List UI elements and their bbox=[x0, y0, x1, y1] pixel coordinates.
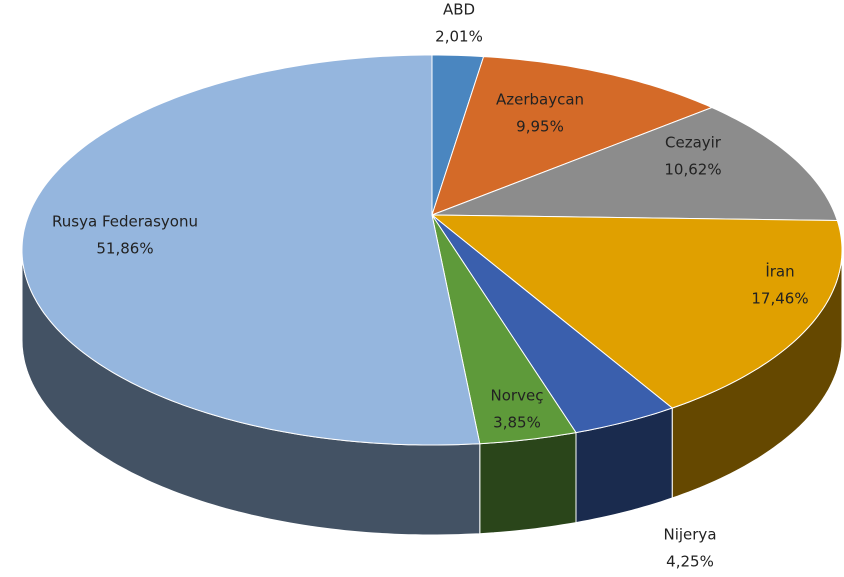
slice-value-label: 3,85% bbox=[493, 414, 541, 432]
slice-value-label: 51,86% bbox=[96, 240, 153, 258]
slice bbox=[430, 214, 843, 409]
slice-value-label: 2,01% bbox=[435, 28, 483, 46]
slice-side bbox=[479, 432, 577, 535]
slice-value-label: 10,62% bbox=[664, 161, 721, 179]
slice bbox=[431, 56, 714, 216]
slice-value-label: 17,46% bbox=[751, 290, 808, 308]
slice bbox=[21, 54, 481, 446]
slice-value-label: 9,95% bbox=[516, 118, 564, 136]
slice bbox=[431, 106, 839, 222]
slice-label: Nijerya bbox=[663, 526, 716, 544]
slice bbox=[431, 214, 674, 434]
slice-label: Norveç bbox=[491, 387, 544, 405]
slice-label: Cezayir bbox=[665, 134, 722, 152]
slice-label: Azerbaycan bbox=[496, 91, 584, 109]
slice-label: Rusya Federasyonu bbox=[52, 213, 198, 231]
slice-label: İran bbox=[765, 262, 794, 281]
slice-value-label: 4,25% bbox=[666, 553, 714, 571]
slice-label: ABD bbox=[443, 1, 475, 19]
